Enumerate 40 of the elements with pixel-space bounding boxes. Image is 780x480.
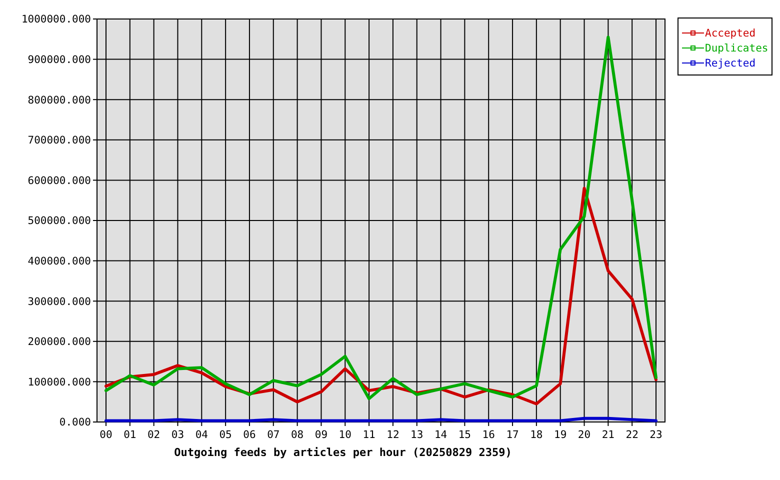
x-tick-label: 18 — [530, 429, 543, 441]
y-tick-label: 0.000 — [59, 416, 91, 429]
legend-label: Duplicates — [705, 42, 768, 55]
x-tick-label: 19 — [554, 429, 567, 441]
y-tick-label: 600000.000 — [28, 174, 91, 187]
x-axis-title: Outgoing feeds by articles per hour (20250829 2359) — [174, 446, 512, 459]
x-tick-label: 12 — [386, 429, 400, 441]
x-tick-label: 02 — [148, 429, 160, 441]
x-tick-label: 08 — [290, 429, 304, 441]
line-series — [104, 36, 658, 400]
y-tick-label: 500000.000 — [28, 215, 91, 228]
x-tick-label: 17 — [506, 429, 519, 441]
y-tick-label: 100000.000 — [28, 376, 91, 388]
y-tick-label: 200000.000 — [28, 336, 91, 348]
x-tick-label: 16 — [482, 429, 495, 441]
y-tick-label: 1000000.000 — [21, 14, 91, 26]
x-tick-label: 07 — [267, 429, 280, 441]
x-tick-label: 20 — [578, 429, 591, 441]
x-tick-label: 06 — [243, 429, 256, 441]
y-tick-label: 800000.000 — [28, 94, 91, 106]
x-tick-label: 03 — [171, 429, 184, 441]
x-tick-label: 22 — [626, 429, 638, 441]
legend-label: Accepted — [705, 28, 756, 40]
x-tick-label: 21 — [602, 429, 614, 441]
y-tick-label: 900000.000 — [28, 54, 91, 66]
y-tick-label: 400000.000 — [28, 255, 91, 268]
x-tick-label: 14 — [434, 429, 448, 441]
y-tick-label: 700000.000 — [28, 134, 91, 147]
x-tick-label: 10 — [338, 429, 352, 441]
x-tick-label: 11 — [362, 429, 376, 441]
x-tick-label: 23 — [650, 429, 662, 441]
x-tick-label: 05 — [219, 429, 232, 441]
legend-label: Rejected — [705, 58, 756, 70]
x-tick-label: 13 — [410, 429, 424, 441]
x-tick-label: 01 — [124, 429, 136, 441]
y-tick-label: 300000.000 — [28, 296, 91, 308]
x-tick-label: 04 — [195, 429, 208, 441]
x-tick-label: 09 — [314, 429, 328, 441]
x-tick-label: 00 — [100, 429, 112, 441]
x-tick-label: 15 — [458, 429, 472, 441]
